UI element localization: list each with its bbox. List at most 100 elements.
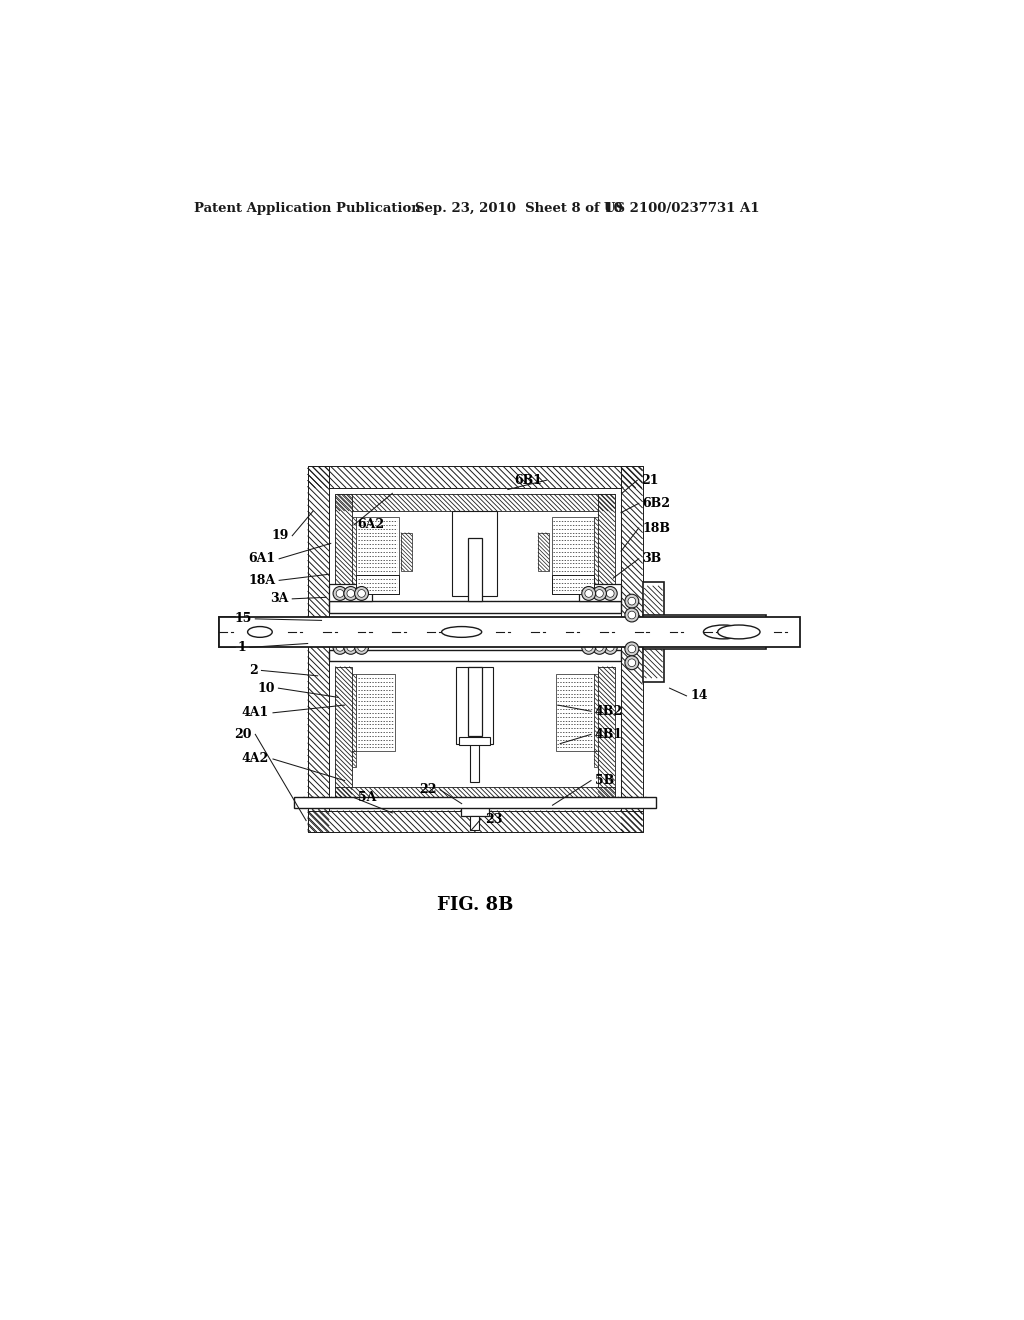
Circle shape	[593, 640, 606, 655]
Bar	[330, 585, 372, 601]
Text: US 2100/0237731 A1: US 2100/0237731 A1	[604, 202, 760, 215]
Circle shape	[596, 644, 603, 651]
Bar	[579, 585, 621, 601]
Bar	[470, 816, 479, 830]
Bar	[356, 576, 398, 594]
Text: 6B1: 6B1	[514, 474, 543, 487]
Circle shape	[628, 611, 636, 619]
Ellipse shape	[703, 626, 743, 639]
Bar	[598, 667, 614, 804]
Text: 4B2: 4B2	[595, 705, 623, 718]
Bar	[594, 675, 598, 751]
Circle shape	[606, 644, 614, 651]
Bar	[352, 517, 356, 606]
Circle shape	[333, 586, 347, 601]
Text: 1: 1	[238, 640, 246, 653]
Bar	[294, 797, 656, 808]
Circle shape	[344, 640, 357, 655]
Text: 19: 19	[271, 529, 289, 543]
Bar	[460, 738, 490, 744]
Circle shape	[582, 586, 596, 601]
Circle shape	[625, 642, 639, 656]
Circle shape	[347, 590, 354, 597]
Bar	[598, 494, 614, 610]
Text: 4A1: 4A1	[242, 706, 269, 719]
Bar	[457, 511, 494, 539]
Bar	[336, 494, 614, 511]
Text: 3A: 3A	[270, 593, 289, 606]
Text: 23: 23	[484, 813, 502, 825]
Circle shape	[344, 586, 357, 601]
Bar	[356, 517, 398, 594]
Bar	[621, 466, 643, 632]
Bar	[643, 615, 766, 649]
Text: 14: 14	[690, 689, 708, 702]
Text: 5B: 5B	[595, 774, 614, 787]
Bar	[400, 533, 413, 572]
Circle shape	[357, 644, 366, 651]
Polygon shape	[352, 594, 356, 606]
Circle shape	[593, 586, 606, 601]
Bar	[457, 667, 494, 743]
Circle shape	[357, 590, 366, 597]
Text: 15: 15	[234, 612, 252, 626]
Circle shape	[625, 609, 639, 622]
Bar	[470, 743, 479, 781]
Circle shape	[347, 644, 354, 651]
Circle shape	[333, 640, 347, 655]
Bar	[356, 675, 394, 751]
Bar	[352, 594, 356, 603]
Circle shape	[606, 590, 614, 597]
Text: 2: 2	[249, 664, 258, 677]
Circle shape	[336, 644, 344, 651]
Circle shape	[336, 590, 344, 597]
Bar	[644, 636, 663, 678]
Bar	[468, 667, 481, 737]
Circle shape	[628, 645, 636, 653]
Bar	[368, 651, 583, 661]
Ellipse shape	[718, 626, 760, 639]
Bar	[644, 586, 663, 628]
Bar	[307, 466, 643, 488]
Bar	[330, 651, 621, 661]
Bar	[643, 582, 665, 682]
Bar	[594, 751, 598, 767]
Text: 6B2: 6B2	[643, 496, 671, 510]
Bar	[336, 788, 614, 804]
Text: Patent Application Publication: Patent Application Publication	[194, 202, 421, 215]
Circle shape	[585, 590, 593, 597]
Bar	[460, 675, 490, 721]
Bar	[594, 594, 598, 603]
Circle shape	[585, 644, 593, 651]
Bar	[307, 466, 330, 632]
Circle shape	[354, 586, 369, 601]
Circle shape	[354, 640, 369, 655]
Bar	[307, 810, 643, 832]
Bar	[538, 533, 550, 572]
Circle shape	[596, 590, 603, 597]
Circle shape	[625, 594, 639, 609]
Bar	[330, 601, 621, 614]
Ellipse shape	[441, 627, 481, 638]
Text: 6A2: 6A2	[357, 519, 385, 532]
Bar	[453, 511, 497, 595]
Bar	[352, 751, 356, 767]
Bar	[330, 585, 372, 594]
Text: 4B1: 4B1	[595, 727, 623, 741]
Ellipse shape	[248, 627, 272, 638]
Text: 3B: 3B	[643, 552, 662, 565]
Bar	[579, 585, 621, 594]
Circle shape	[603, 586, 617, 601]
Circle shape	[582, 640, 596, 655]
Circle shape	[628, 597, 636, 605]
Text: 22: 22	[419, 783, 436, 796]
Bar	[621, 632, 643, 832]
Text: Sep. 23, 2010  Sheet 8 of 10: Sep. 23, 2010 Sheet 8 of 10	[416, 202, 623, 215]
Bar	[336, 494, 352, 610]
Circle shape	[628, 659, 636, 667]
Bar	[461, 799, 488, 816]
Bar	[594, 517, 598, 606]
Text: FIG. 8B: FIG. 8B	[437, 896, 514, 915]
Text: 20: 20	[233, 727, 252, 741]
Circle shape	[625, 656, 639, 669]
